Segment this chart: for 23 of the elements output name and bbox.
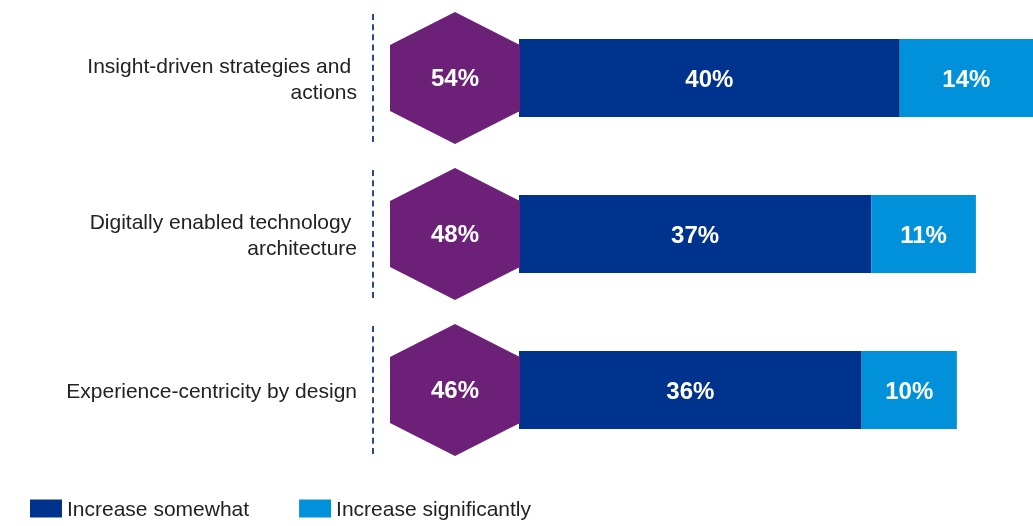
total-label: 46% (430, 376, 480, 404)
bar (861, 351, 957, 429)
hexagon-badge: 54% (390, 12, 520, 144)
y-tick-label: Digitally enabled technology architecture (89, 209, 357, 259)
total-label: 48% (430, 220, 480, 248)
total-label: 54% (430, 64, 480, 92)
bar (519, 39, 900, 117)
bar (871, 195, 976, 273)
y-tick-label: Experience-centricity by design (66, 378, 357, 402)
bar (519, 351, 862, 429)
data-label: 10% (885, 376, 934, 404)
bar (519, 195, 872, 273)
legend-label: Increase somewhat (67, 497, 250, 520)
hexagon-badge: 46% (390, 324, 520, 456)
legend-label: Increase significantly (336, 497, 532, 520)
y-tick-label: Insight-driven strategies and actions (87, 53, 357, 103)
data-label: 14% (942, 64, 991, 92)
data-label: 37% (671, 220, 720, 248)
data-label: 40% (685, 64, 734, 92)
bar (899, 39, 1033, 117)
hexagon-badge: 48% (390, 168, 520, 300)
data-label: 11% (900, 220, 947, 248)
data-label: 36% (666, 376, 715, 404)
